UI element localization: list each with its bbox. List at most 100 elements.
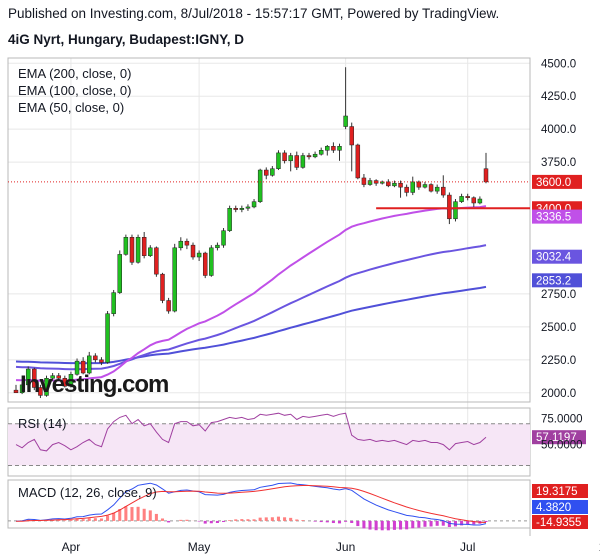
y-tick-label: 2250.0	[541, 355, 576, 367]
y-tick-label: 2500.0	[541, 322, 576, 334]
candle-body	[209, 247, 214, 276]
candle	[343, 67, 348, 130]
candle-body	[398, 182, 403, 188]
candle	[392, 180, 397, 188]
candle-body	[184, 240, 190, 246]
macd-last-label: 19.3175	[536, 486, 578, 498]
candle-body	[453, 201, 458, 220]
candle-body	[471, 197, 477, 204]
candle-body	[32, 368, 37, 388]
candle	[105, 311, 110, 364]
candle	[337, 143, 342, 161]
candle-body	[392, 182, 397, 187]
candle	[361, 173, 367, 188]
rsi-line	[15, 412, 487, 452]
candle-body	[257, 169, 263, 202]
candle-body	[160, 273, 165, 301]
candle-body	[355, 144, 361, 179]
candle	[312, 151, 318, 159]
candle	[306, 152, 312, 160]
y-tick-label: 2750.0	[541, 289, 576, 301]
candle-body	[123, 236, 129, 255]
macd-last-label: -14.9355	[536, 517, 581, 529]
candle-body	[386, 181, 391, 187]
candle	[215, 242, 220, 251]
candle	[459, 193, 464, 203]
candle-body	[343, 115, 348, 127]
candle-body	[422, 184, 428, 188]
candle	[294, 151, 300, 171]
candle	[257, 168, 263, 203]
rsi-pane: 57.1197	[8, 412, 586, 467]
candle	[32, 367, 37, 391]
candle	[471, 196, 477, 207]
symbol-title: 4iG Nyrt, Hungary, Budapest:IGNY, D	[8, 32, 245, 47]
x-tick-label: Jul	[460, 540, 475, 554]
price-label: 2853.2	[536, 275, 571, 287]
candle-body	[44, 378, 49, 396]
candle-body	[245, 206, 251, 209]
y-tick-label: 4250.0	[541, 91, 576, 103]
candle-body	[50, 375, 55, 379]
candle-body	[349, 126, 354, 146]
price-label-bg	[532, 174, 582, 189]
candle-body	[337, 146, 342, 151]
candle-body	[154, 247, 159, 275]
candle	[422, 181, 428, 189]
price-label-bg	[532, 249, 582, 264]
candle-body	[325, 146, 330, 151]
candle-body	[117, 254, 123, 293]
candle	[453, 199, 458, 222]
tick-labels: Apr May Jun Jul 1 4500.0 4250.0 4000.0 3750.0 275…	[62, 58, 600, 554]
candle	[209, 245, 214, 277]
candle	[300, 152, 306, 169]
candle	[434, 184, 440, 194]
macd-line	[15, 482, 487, 526]
candle	[62, 375, 68, 388]
candle	[154, 246, 159, 277]
candle-body	[233, 208, 238, 210]
candle-body	[428, 184, 434, 192]
candle	[166, 297, 171, 314]
candle-body	[80, 360, 86, 374]
candle-body	[99, 359, 104, 363]
candle	[398, 180, 403, 198]
candle-body	[294, 155, 300, 168]
candle	[117, 250, 123, 294]
candle	[172, 243, 177, 313]
candle-body	[300, 155, 306, 168]
price-label: 3600.0	[536, 177, 571, 189]
candle-body	[270, 168, 275, 176]
candle-body	[13, 389, 19, 394]
macd-signal-line	[15, 485, 487, 523]
candle-body	[105, 313, 110, 363]
candle	[74, 358, 80, 376]
candle	[270, 166, 275, 177]
candle	[56, 373, 61, 381]
candle-body	[465, 196, 470, 198]
ema100-line	[15, 244, 487, 371]
candle	[355, 143, 361, 180]
candle-body	[312, 153, 318, 158]
price-label-bg	[532, 273, 582, 288]
ema200-line	[15, 285, 487, 365]
candle	[465, 193, 470, 201]
rsi-tick-label: 75.0000	[541, 413, 583, 425]
candle	[483, 152, 489, 184]
candle-body	[178, 240, 184, 249]
ema100-path	[15, 244, 487, 371]
x-tick-label: 1	[599, 540, 600, 554]
macd-label-bg	[532, 484, 588, 498]
published-header: Published on Investing.com, 8/Jul/2018 -…	[8, 6, 500, 21]
candle	[221, 228, 226, 248]
y-tick-label: 2000.0	[541, 388, 576, 400]
candle-body	[264, 169, 269, 176]
candle-body	[288, 155, 293, 162]
candle-body	[434, 186, 440, 192]
candle-body	[141, 236, 147, 256]
candle-body	[74, 360, 80, 375]
candle	[264, 167, 269, 180]
candle	[148, 245, 153, 258]
